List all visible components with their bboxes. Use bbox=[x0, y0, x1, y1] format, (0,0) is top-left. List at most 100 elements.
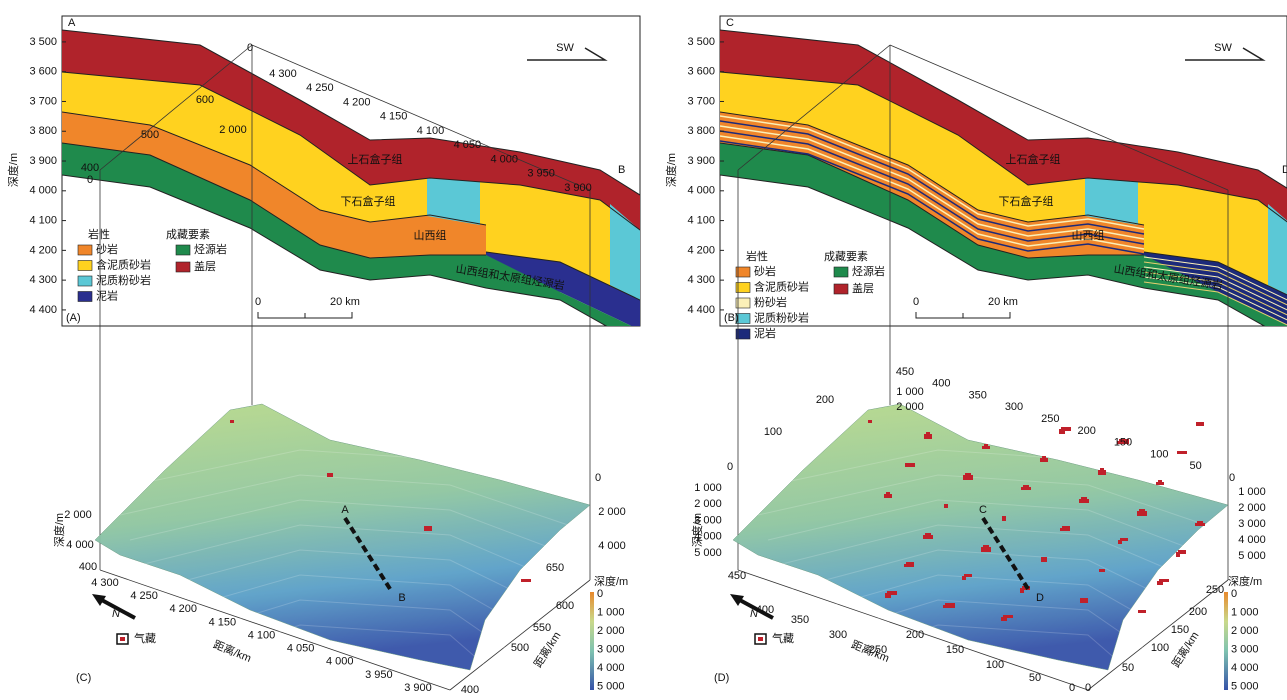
axis-tick-label: 5 000 bbox=[1238, 550, 1266, 562]
legend-title: 岩性 bbox=[88, 227, 110, 241]
axis-tick-label: 450 bbox=[896, 366, 914, 378]
formation-label: 上石盒子组 bbox=[348, 152, 403, 166]
y-tick-label: 4 000 bbox=[687, 185, 715, 197]
y-tick-label: 4 300 bbox=[687, 274, 715, 286]
axis-tick-label: 3 950 bbox=[365, 669, 393, 681]
colorbar-label: 5 000 bbox=[597, 680, 625, 692]
y-tick-label: 3 600 bbox=[687, 66, 715, 78]
colorbar-title: 深度/m bbox=[1228, 574, 1262, 588]
depth-title: 深度/m bbox=[52, 513, 66, 547]
gas-reservoir bbox=[963, 475, 973, 480]
y-tick-label: 4 400 bbox=[687, 304, 715, 316]
axis-tick-label: 100 bbox=[1151, 642, 1169, 654]
gas-reservoir bbox=[1059, 429, 1065, 434]
y-tick-label: 3 700 bbox=[29, 95, 57, 107]
gas-reservoir bbox=[1196, 422, 1204, 426]
colorbar-label: 4 000 bbox=[597, 662, 625, 674]
colorbar-label: 4 000 bbox=[1231, 662, 1259, 674]
direction-label: SW bbox=[1214, 42, 1232, 54]
gas-reservoir bbox=[521, 579, 531, 582]
legend-label: 含泥质砂岩 bbox=[96, 257, 151, 271]
gas-reservoir bbox=[962, 576, 966, 580]
axis-tick-label: 0 bbox=[727, 461, 733, 473]
gas-reservoir bbox=[923, 535, 933, 539]
colorbar bbox=[590, 592, 594, 690]
legend-title: 岩性 bbox=[746, 249, 768, 263]
y-tick-label: 3 500 bbox=[687, 36, 715, 48]
gas-reservoir bbox=[1020, 588, 1024, 593]
legend-swatch bbox=[78, 261, 92, 271]
axis-tick-label: 2 000 bbox=[64, 509, 92, 521]
axis-tick-label: 200 bbox=[816, 394, 834, 406]
formation-label: 山西组 bbox=[414, 228, 447, 242]
axis-tick-label: 500 bbox=[141, 129, 159, 141]
axis-tick-label: 2 000 bbox=[219, 124, 247, 136]
colorbar-label: 1 000 bbox=[1231, 606, 1259, 618]
gas-reservoir bbox=[1079, 499, 1089, 503]
legend-icon-fill bbox=[758, 637, 763, 641]
axis-tick-label: 0 bbox=[1229, 472, 1235, 484]
gas-reservoir bbox=[1041, 557, 1047, 562]
legend-swatch bbox=[834, 284, 848, 294]
legend-label: 气藏 bbox=[134, 631, 156, 645]
formation-label: 下石盒子组 bbox=[999, 194, 1054, 208]
axis-tick-label: 2 000 bbox=[598, 506, 626, 518]
distance-title: 距离/km bbox=[849, 637, 891, 665]
axis-tick-label: 350 bbox=[968, 389, 986, 401]
y-tick-label: 4 200 bbox=[687, 244, 715, 256]
axis-tick-label: 550 bbox=[533, 622, 551, 634]
axis-tick-label: 400 bbox=[79, 561, 97, 573]
gas-reservoir bbox=[1118, 540, 1122, 544]
gas-reservoir bbox=[1157, 581, 1163, 585]
axis-tick-label: 4 250 bbox=[306, 82, 334, 94]
axis-tick-label: 400 bbox=[932, 378, 950, 390]
colorbar-label: 2 000 bbox=[597, 625, 625, 637]
gas-reservoir bbox=[944, 504, 948, 508]
axis-tick-label: 2 000 bbox=[896, 401, 924, 413]
axis-tick-label: 2 000 bbox=[694, 498, 722, 510]
y-tick-label: 3 900 bbox=[687, 155, 715, 167]
axis-tick-label: 600 bbox=[196, 94, 214, 106]
y-axis-title: 深度/m bbox=[664, 153, 678, 187]
gas-reservoir bbox=[904, 564, 908, 567]
trace-start: C bbox=[979, 504, 987, 516]
axis-tick-label: 650 bbox=[546, 562, 564, 574]
panel-label: (B) bbox=[724, 312, 739, 324]
axis-tick-label: 0 bbox=[1085, 682, 1091, 694]
axis-tick-label: 5 000 bbox=[694, 547, 722, 559]
axis-tick-label: 4 200 bbox=[343, 96, 371, 108]
legend-label: 盖层 bbox=[852, 281, 874, 295]
axis-tick-label: 200 bbox=[906, 629, 924, 641]
gas-reservoir bbox=[230, 420, 234, 423]
axis-tick-label: 300 bbox=[1005, 401, 1023, 413]
axis-tick-label: 150 bbox=[1171, 624, 1189, 636]
gas-reservoir bbox=[1195, 523, 1205, 526]
axis-tick-label: 100 bbox=[986, 659, 1004, 671]
north-label: N bbox=[112, 608, 120, 620]
axis-tick-label: 100 bbox=[764, 426, 782, 438]
gas-reservoir bbox=[1137, 511, 1147, 516]
axis-tick-label: 450 bbox=[728, 570, 746, 582]
gas-reservoir bbox=[1099, 569, 1105, 572]
axis-tick-label: 0 bbox=[595, 472, 601, 484]
legend-title: 成藏要素 bbox=[166, 228, 210, 241]
axis-tick-label: 150 bbox=[1114, 437, 1132, 449]
gas-reservoir bbox=[868, 420, 872, 423]
y-tick-label: 3 700 bbox=[687, 95, 715, 107]
axis-tick-label: 350 bbox=[791, 614, 809, 626]
axis-tick-label: 4 000 bbox=[598, 540, 626, 552]
formation-label: 山西组 bbox=[1072, 228, 1105, 242]
axis-tick-label: 600 bbox=[556, 600, 574, 612]
gas-reservoir bbox=[981, 547, 991, 552]
axis-tick-label: 3 950 bbox=[527, 168, 555, 180]
axis-tick-label: 4 100 bbox=[417, 125, 445, 137]
y-tick-label: 3 800 bbox=[29, 125, 57, 137]
axis-tick-label: 4 000 bbox=[66, 539, 94, 551]
colorbar-label: 0 bbox=[597, 588, 603, 600]
axis-tick-label: 400 bbox=[461, 684, 479, 696]
scale-label: 20 km bbox=[330, 296, 360, 308]
trace-start: A bbox=[341, 504, 349, 516]
axis-tick-label: 4 150 bbox=[380, 111, 408, 123]
gas-reservoir bbox=[1156, 482, 1164, 485]
